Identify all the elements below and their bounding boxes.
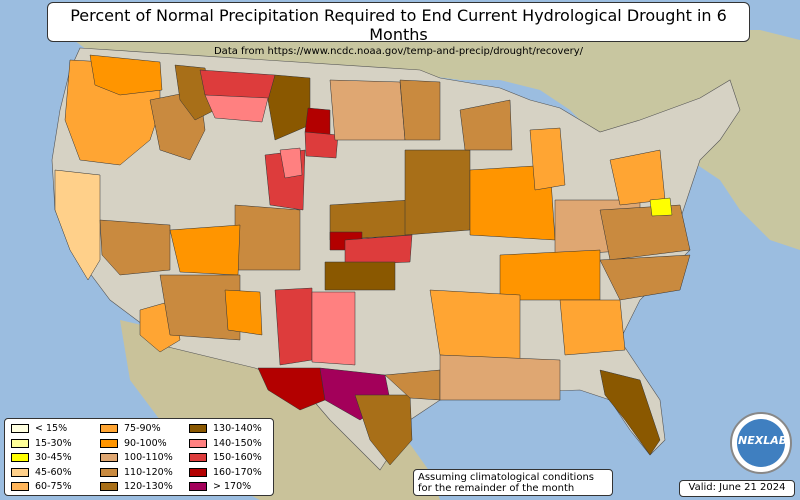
legend-label: > 170%	[213, 481, 252, 492]
region-colorado	[234, 204, 301, 271]
legend-swatch	[189, 438, 207, 448]
title-box: Percent of Normal Precipitation Required…	[47, 2, 750, 57]
legend-swatch	[100, 467, 118, 477]
region-california-north	[54, 169, 101, 281]
legend-label: 45-60%	[35, 466, 72, 478]
region-florida	[599, 369, 661, 456]
region-tennessee	[499, 249, 601, 301]
region-deep-south	[429, 289, 521, 361]
legend-swatch	[100, 453, 118, 462]
region-gulf-coast	[439, 354, 561, 401]
legend-swatch	[100, 424, 118, 433]
region-minnesota	[399, 79, 441, 141]
legend-swatch	[189, 467, 207, 477]
legend-label: 110-120%	[124, 466, 173, 478]
region-dakotas	[267, 74, 311, 141]
legend-label: 30-45%	[35, 452, 72, 463]
legend-label: 160-170%	[213, 466, 262, 478]
nexlab-globe-logo: NEXLAB	[730, 412, 792, 474]
region-kansas-red	[344, 234, 413, 266]
region-carolinas	[599, 254, 691, 301]
legend-label: 75-90%	[124, 423, 161, 434]
region-appalachia	[599, 204, 691, 261]
region-wyoming-pink	[279, 147, 303, 179]
region-texas-red	[257, 367, 326, 411]
region-georgia	[559, 299, 626, 356]
legend-label: 100-110%	[124, 452, 173, 463]
assumption-note: Assuming climatological conditions for t…	[413, 469, 613, 496]
legend-swatch	[189, 424, 207, 433]
note-line-1: Assuming climatological conditions	[418, 472, 594, 483]
region-utah-orange	[169, 224, 241, 276]
legend-swatch	[11, 438, 29, 448]
canada-land	[60, 30, 800, 250]
legend-swatch	[100, 438, 118, 448]
region-texas-brown	[354, 394, 413, 466]
legend-label: 90-100%	[124, 437, 167, 449]
legend-swatch	[11, 482, 29, 491]
region-arizona-orange	[224, 289, 263, 336]
region-virginia-yellow	[649, 197, 673, 217]
legend: < 15% 15-30% 30-45% 45-60% 60-75% 75-90% 90-10…	[4, 418, 274, 496]
region-new-mexico-red	[274, 287, 313, 366]
legend-swatch	[189, 482, 207, 491]
legend-swatch	[189, 453, 207, 462]
region-oklahoma	[324, 261, 396, 291]
logo-wordmark: NEXLAB	[738, 434, 788, 447]
region-michigan	[529, 127, 566, 191]
region-mid-atlantic	[609, 149, 666, 206]
legend-swatch	[11, 424, 29, 433]
valid-date: Valid: June 21 2024	[679, 480, 795, 497]
legend-swatch	[100, 482, 118, 491]
region-midwest-brown	[404, 149, 471, 236]
map-title: Percent of Normal Precipitation Required…	[70, 6, 727, 44]
legend-label: 130-140%	[213, 423, 262, 434]
region-wisconsin	[459, 99, 513, 151]
legend-swatch	[11, 453, 29, 462]
legend-label: 15-30%	[35, 437, 72, 449]
region-nevada-utah	[99, 219, 171, 276]
legend-swatch	[11, 467, 29, 477]
region-north-central	[329, 79, 406, 141]
legend-label: 60-75%	[35, 481, 72, 492]
region-washington-cascades	[89, 54, 163, 96]
map-subtitle: Data from https://www.ncdc.noaa.gov/temp…	[213, 46, 584, 57]
region-new-mexico-pink	[311, 291, 356, 366]
globe-icon	[737, 419, 785, 467]
legend-label: 140-150%	[213, 437, 262, 449]
region-arizona	[159, 274, 241, 341]
legend-label: 120-130%	[124, 481, 173, 492]
region-nebraska-red	[304, 131, 339, 159]
region-dakota-red	[304, 107, 331, 136]
legend-label: 150-160%	[213, 452, 262, 463]
note-line-2: for the remainder of the month	[418, 483, 575, 494]
legend-label: < 15%	[35, 423, 68, 434]
region-montana-pink	[204, 94, 269, 123]
